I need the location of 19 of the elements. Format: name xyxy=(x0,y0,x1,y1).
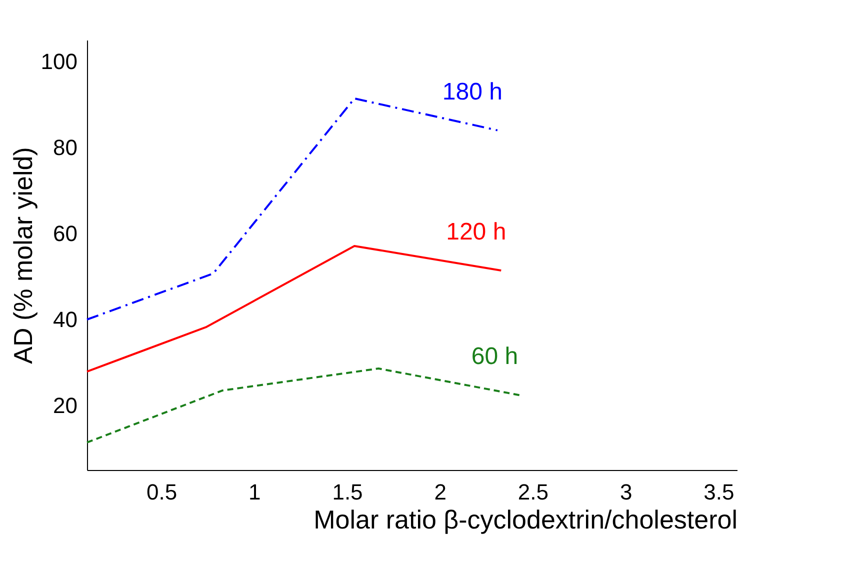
x-axis-title: Molar ratio β-cyclodextrin/cholesterol xyxy=(314,504,738,534)
series-label: 120 h xyxy=(446,218,506,246)
y-tick-label: 80 xyxy=(53,135,78,160)
y-tick-label: 40 xyxy=(53,307,78,332)
series-label: 180 h xyxy=(442,78,502,106)
y-axis-title: AD (% molar yield) xyxy=(8,147,38,364)
x-tick-label: 3.5 xyxy=(704,480,734,504)
x-tick-label: 2.5 xyxy=(518,480,549,504)
line-series xyxy=(86,368,521,444)
x-tick-label: 1.5 xyxy=(332,480,363,504)
x-tick-label: 3 xyxy=(620,480,632,504)
y-tick-label: 100 xyxy=(40,49,78,74)
x-tick-label: 2 xyxy=(434,480,446,504)
x-tick-label: 0.5 xyxy=(146,480,178,504)
y-tick-label: 20 xyxy=(53,393,78,418)
series-label: 60 h xyxy=(471,343,518,370)
line-series xyxy=(86,244,502,373)
y-tick-label: 60 xyxy=(53,221,78,246)
x-tick-label: 1 xyxy=(248,480,261,504)
